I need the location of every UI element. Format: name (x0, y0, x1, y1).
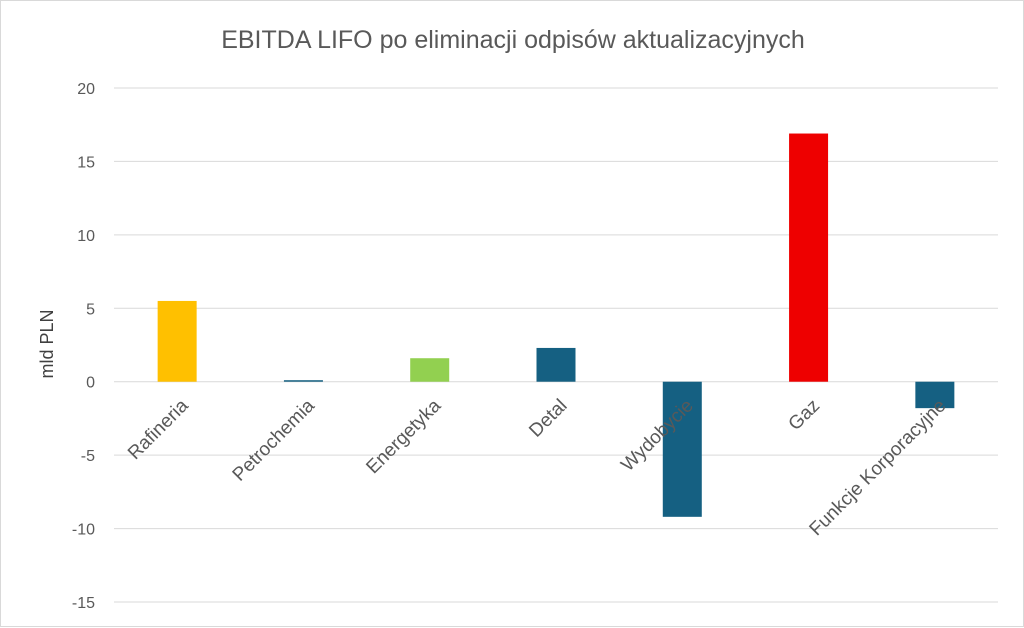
bar-gaz (789, 133, 829, 382)
bar-rafineria (157, 300, 197, 382)
gridlines (114, 87, 998, 603)
bar-wydobycie (662, 381, 702, 517)
bars (157, 133, 955, 517)
y-tick-label: 0 (86, 375, 95, 392)
category-label: Funkcje Korporacyjne (806, 395, 951, 540)
category-label: Rafineria (124, 395, 193, 464)
category-label: Energetyka (362, 395, 445, 478)
y-axis-label: mld PLN (37, 309, 57, 378)
bar-petrochemia (283, 380, 323, 382)
category-label: Petrochemia (229, 395, 320, 486)
category-labels: Rafineria Petrochemia Energetyka Detal Wydob… (124, 395, 950, 540)
y-tick-label: -10 (72, 522, 95, 539)
y-tick-label: -5 (81, 448, 95, 465)
category-label: Gaz (785, 395, 824, 434)
bar-energetyka (410, 358, 450, 382)
chart-title: EBITDA LIFO po eliminacji odpisów aktual… (221, 26, 805, 54)
bar-detal (536, 347, 576, 382)
category-label: Detal (525, 395, 571, 441)
y-tick-label: 10 (77, 228, 95, 245)
bar-funkcje-korporacyjne (915, 381, 955, 409)
y-tick-label: 5 (86, 301, 95, 318)
y-tick-label: -15 (72, 595, 95, 612)
y-tick-labels: 20 15 10 5 0 -5 -10 -15 (72, 81, 95, 612)
y-tick-label: 20 (77, 81, 95, 98)
y-tick-label: 15 (77, 154, 95, 171)
